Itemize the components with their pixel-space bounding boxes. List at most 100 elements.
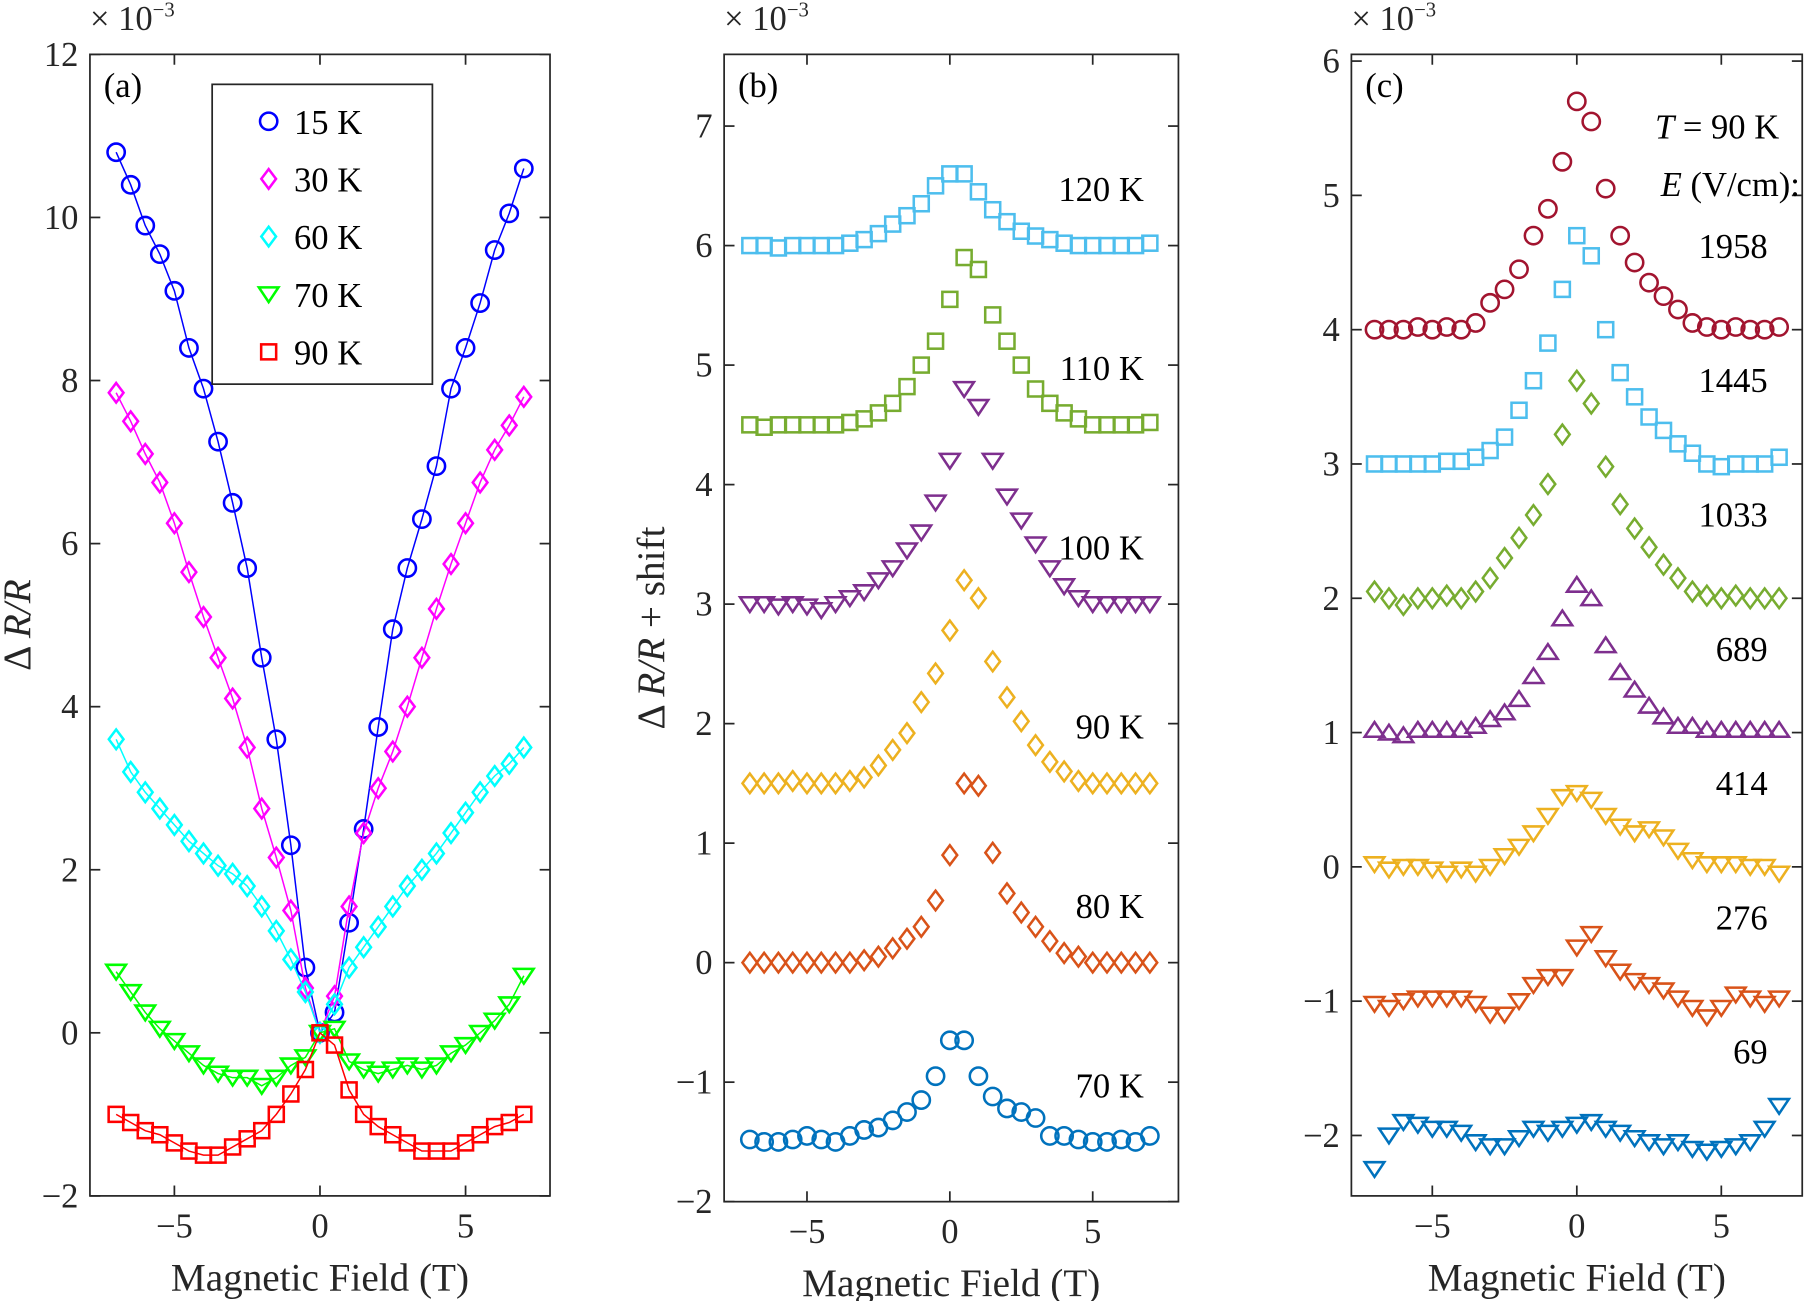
data-point (194, 605, 213, 629)
data-point (1506, 838, 1532, 857)
data-point (1709, 999, 1734, 1019)
data-point (165, 511, 184, 536)
y-tick-label: 12 (44, 36, 79, 74)
data-point (812, 236, 831, 255)
data-point (768, 1131, 789, 1152)
data-point (1564, 939, 1589, 958)
data-point (809, 601, 834, 621)
data-point (955, 248, 973, 267)
data-point (424, 1057, 449, 1076)
legend-marker (258, 111, 279, 132)
data-point (497, 996, 522, 1015)
data-point (912, 690, 931, 715)
data-point (1083, 416, 1102, 434)
data-point (340, 955, 359, 980)
data-point (969, 260, 988, 279)
data-point (118, 983, 143, 1003)
data-point (1564, 574, 1589, 593)
data-point (741, 416, 759, 434)
y-tick-label: 2 (695, 705, 712, 743)
data-point (1538, 472, 1557, 497)
data-point (485, 764, 504, 788)
data-point (1111, 1129, 1132, 1150)
data-point (1391, 858, 1416, 877)
data-point (769, 416, 788, 434)
data-point (1741, 455, 1759, 473)
data-point (383, 894, 402, 919)
data-point (912, 914, 931, 939)
data-point (107, 380, 126, 405)
x-tick-label: 0 (311, 1207, 328, 1245)
y-tick-label: 10 (44, 199, 79, 237)
data-point (467, 1024, 493, 1043)
legend-label: 60 K (294, 219, 362, 257)
x-tick-label: −5 (1414, 1207, 1451, 1245)
data-point (855, 948, 874, 973)
data-point (998, 685, 1016, 710)
data-point (238, 874, 257, 898)
data-point (840, 950, 859, 975)
data-point (427, 596, 446, 621)
data-point (1694, 1009, 1720, 1028)
data-point (812, 950, 831, 975)
data-point (1550, 608, 1575, 627)
x-tick-label: 0 (941, 1213, 958, 1251)
data-point (1712, 457, 1731, 476)
data-point (136, 441, 155, 466)
y-label-ratio: R/R (0, 579, 39, 639)
data-point (1141, 234, 1159, 252)
data-point (841, 413, 859, 432)
data-point (208, 431, 228, 452)
data-point (1611, 492, 1630, 517)
data-point (354, 821, 373, 845)
data-point (1026, 380, 1045, 398)
data-point (1770, 586, 1789, 611)
data-point (1436, 317, 1457, 337)
data-point (869, 753, 888, 778)
data-point (1738, 1134, 1763, 1153)
series-90k: 90 K (740, 568, 1159, 796)
data-point (180, 560, 198, 585)
data-point (780, 595, 805, 615)
data-point (1422, 319, 1443, 340)
data-point (1068, 1129, 1089, 1150)
data-point (1582, 247, 1601, 265)
data-point (1492, 702, 1517, 721)
data-point (296, 976, 315, 1000)
data-point (798, 416, 816, 434)
data-point (1723, 719, 1748, 739)
data-point (1593, 635, 1618, 654)
data-point (1420, 1120, 1445, 1139)
data-point (1420, 990, 1445, 1009)
data-point (442, 821, 460, 845)
data-point (456, 511, 475, 536)
data-point (1506, 993, 1532, 1012)
data-point (1434, 990, 1459, 1009)
series-70k: 70 K (739, 1030, 1160, 1152)
data-point (1083, 950, 1102, 975)
data-point (1112, 950, 1131, 975)
data-point (1636, 1134, 1662, 1153)
data-point (1752, 995, 1777, 1014)
data-point (855, 230, 873, 249)
data-point (397, 558, 418, 578)
data-point (994, 488, 1020, 507)
data-point (409, 1061, 435, 1080)
data-point (164, 280, 185, 301)
series-100k: 100 K (737, 380, 1163, 621)
data-point (1362, 995, 1387, 1014)
data-point (769, 771, 788, 796)
data-point (968, 1066, 989, 1087)
data-point (267, 845, 286, 870)
data-point (983, 840, 1002, 865)
data-point (325, 1036, 344, 1054)
x-tick-label: 5 (457, 1207, 474, 1245)
data-point (1055, 404, 1073, 422)
data-point (1607, 662, 1633, 681)
data-point (482, 1012, 507, 1031)
data-point (1126, 236, 1145, 255)
data-point (1409, 455, 1427, 473)
data-point (1452, 586, 1471, 611)
series-label: 120 K (1058, 171, 1144, 209)
data-point (1723, 856, 1748, 875)
